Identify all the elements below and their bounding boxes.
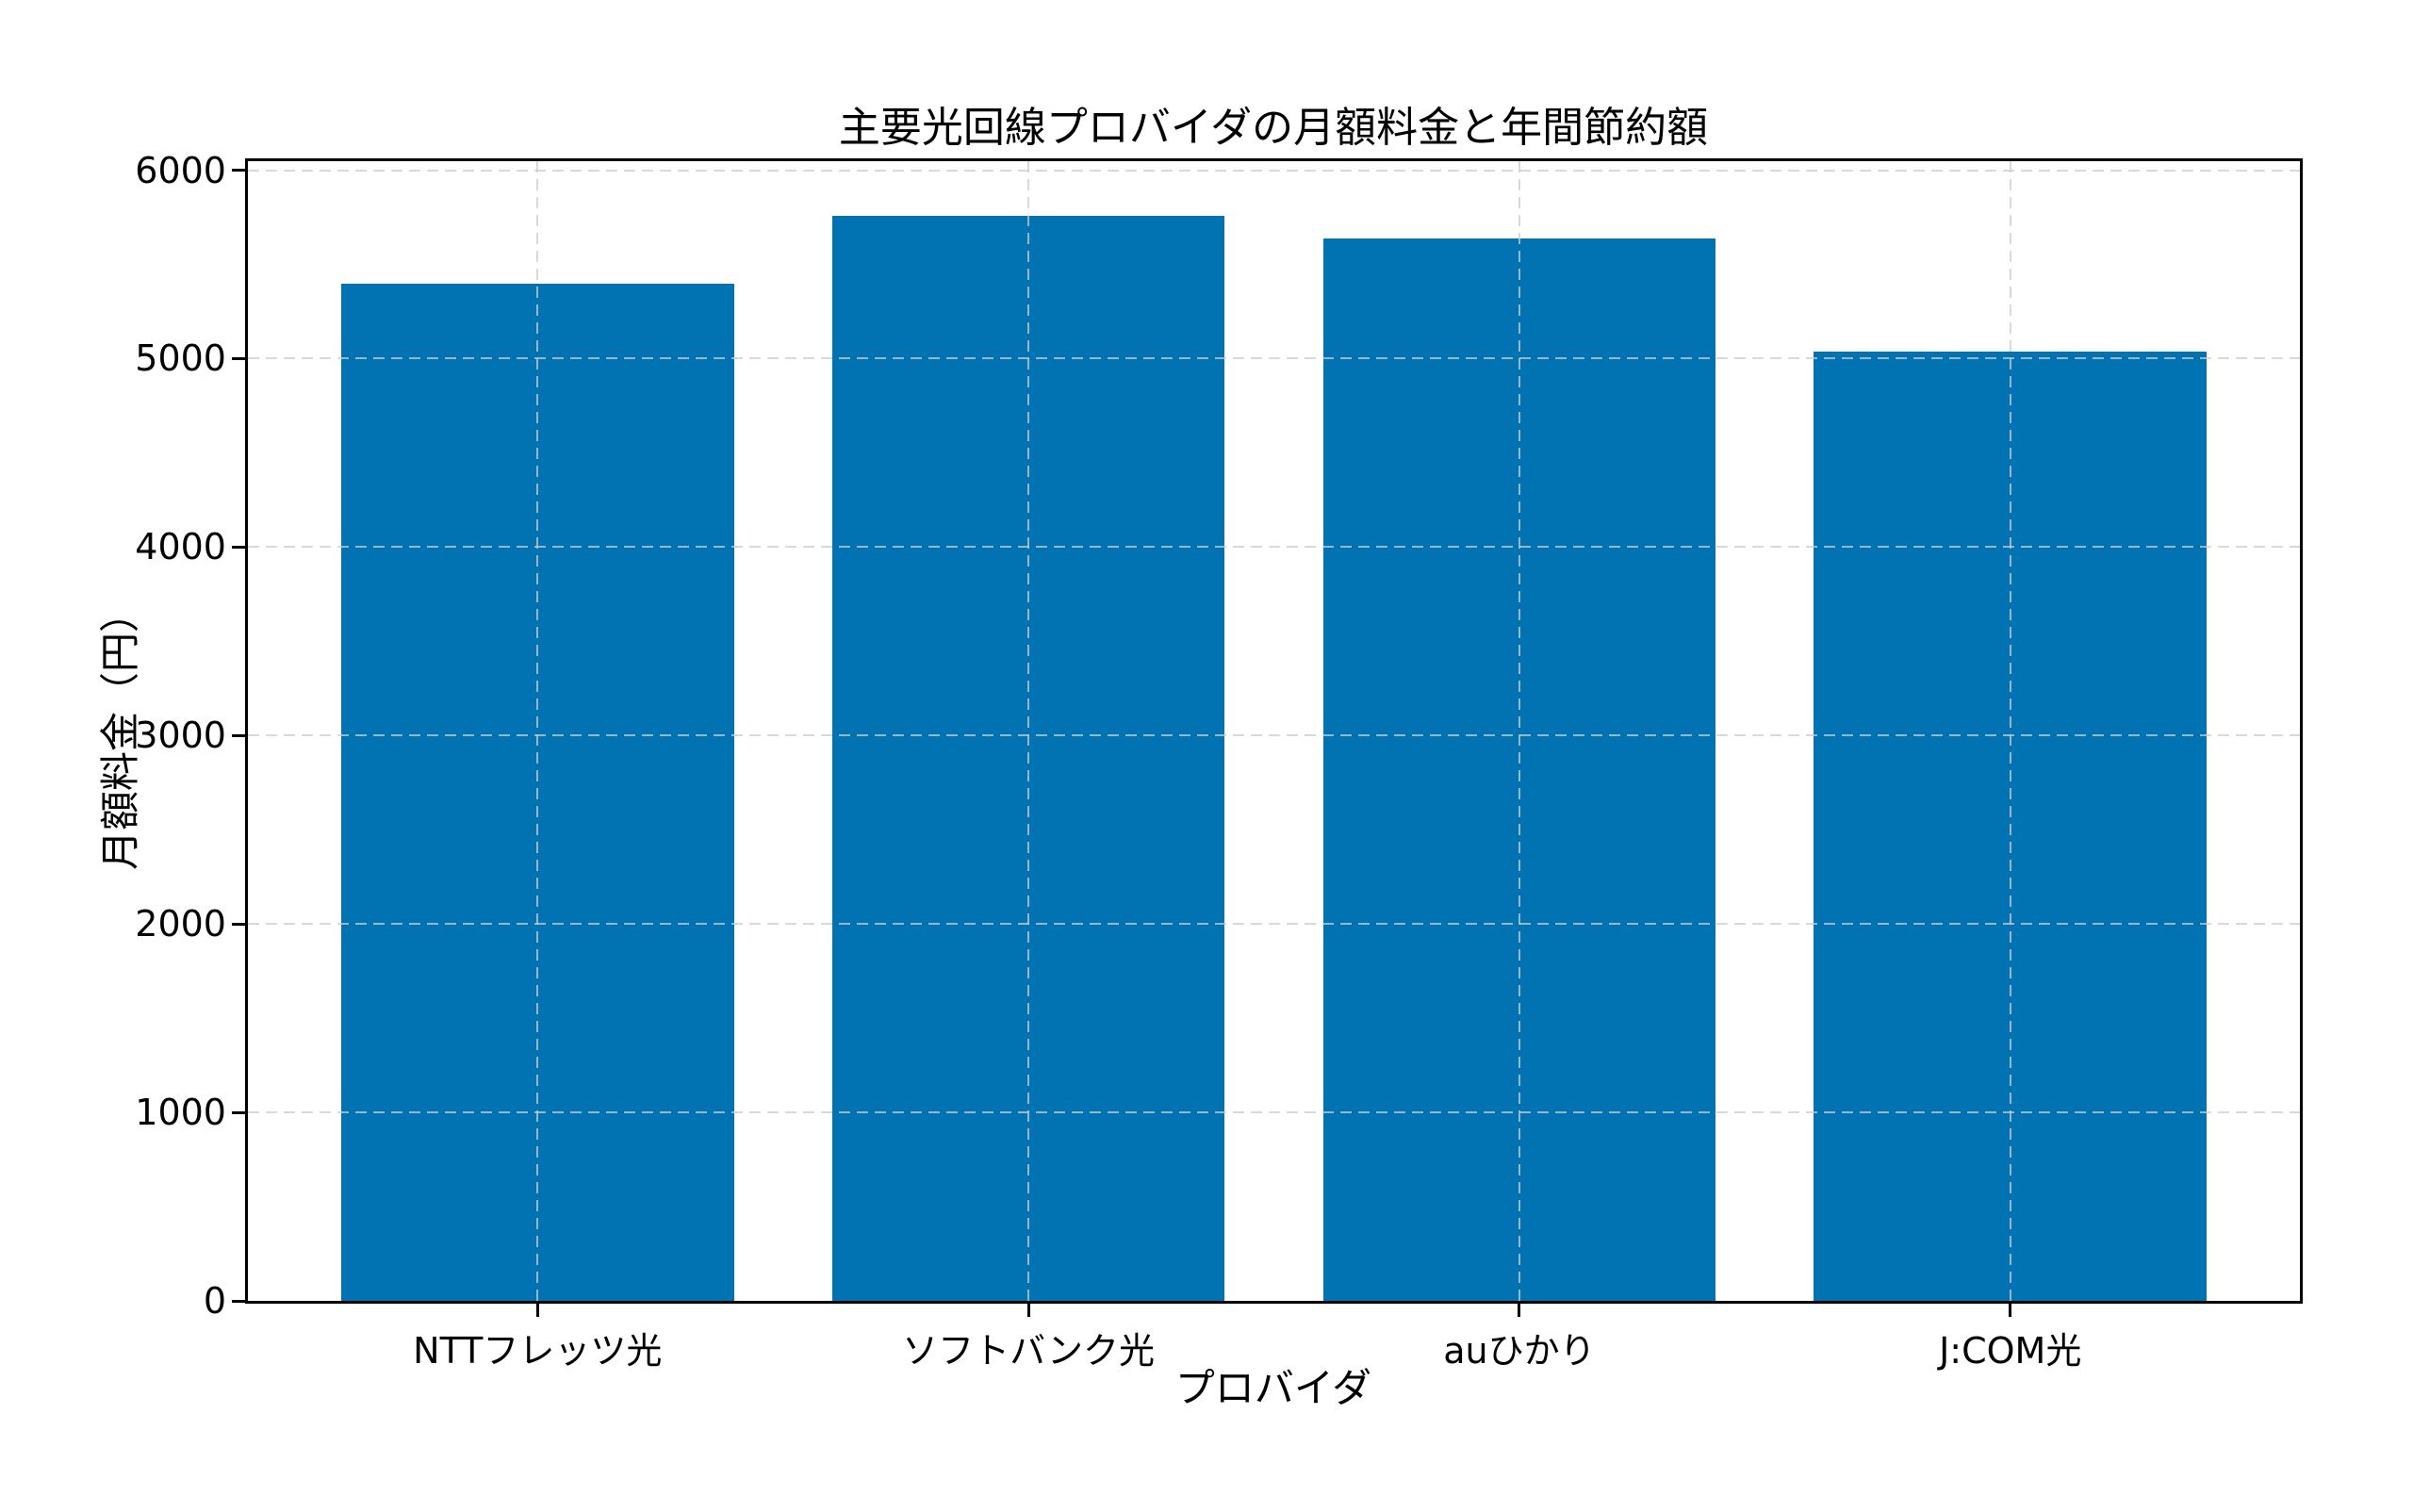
x-tick-J:COM光 — [2009, 1304, 2012, 1317]
h-gridline-6000 — [248, 169, 2300, 172]
y-tick-label-1000: 1000 — [135, 1092, 226, 1134]
gridlines-layer — [248, 161, 2300, 1301]
y-tick-label-6000: 6000 — [135, 149, 226, 191]
x-tick-label-NTTフレッツ光: NTTフレッツ光 — [413, 1330, 663, 1372]
y-tick-5000 — [232, 356, 245, 360]
x-axis-label: プロバイダ — [1174, 1365, 1372, 1411]
v-gridline-auひかり — [1518, 161, 1520, 1301]
y-tick-label-3000: 3000 — [135, 715, 226, 757]
y-tick-label-4000: 4000 — [135, 526, 226, 568]
x-tick-label-J:COM光: J:COM光 — [1939, 1330, 2082, 1372]
y-tick-label-0: 0 — [203, 1280, 226, 1322]
h-gridline-1000 — [248, 1111, 2300, 1114]
h-gridline-5000 — [248, 357, 2300, 360]
y-tick-3000 — [232, 733, 245, 737]
x-tick-ソフトバンク光 — [1026, 1304, 1030, 1317]
y-tick-label-5000: 5000 — [135, 337, 226, 380]
y-tick-0 — [232, 1299, 245, 1303]
chart-title: 主要光回線プロバイダの月額料金と年間節約額 — [838, 104, 1709, 152]
v-gridline-J:COM光 — [2009, 161, 2011, 1301]
y-tick-4000 — [232, 545, 245, 549]
h-gridline-4000 — [248, 546, 2300, 549]
y-tick-1000 — [232, 1110, 245, 1114]
x-tick-label-auひかり: auひかり — [1443, 1330, 1596, 1372]
y-tick-2000 — [232, 922, 245, 926]
x-tick-label-ソフトバンク光: ソフトバンク光 — [902, 1330, 1156, 1372]
h-gridline-2000 — [248, 923, 2300, 926]
v-gridline-NTTフレッツ光 — [536, 161, 539, 1301]
plot-area — [245, 158, 2303, 1304]
x-tick-auひかり — [1518, 1304, 1521, 1317]
h-gridline-3000 — [248, 734, 2300, 737]
v-gridline-ソフトバンク光 — [1027, 161, 1030, 1301]
y-tick-label-2000: 2000 — [135, 903, 226, 945]
x-tick-NTTフレッツ光 — [535, 1304, 539, 1317]
y-tick-6000 — [232, 169, 245, 173]
